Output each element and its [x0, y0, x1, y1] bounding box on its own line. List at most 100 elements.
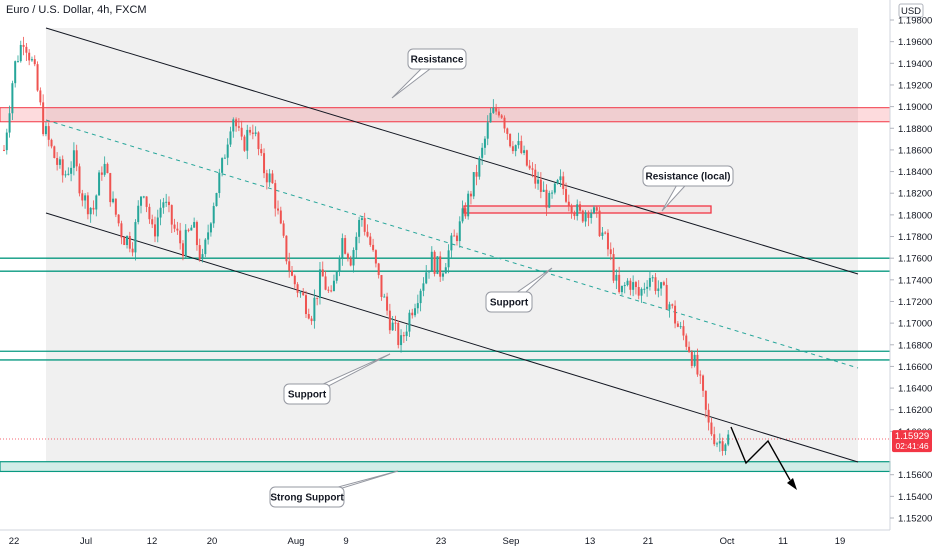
candle-up [313, 297, 316, 322]
candle-down [388, 310, 391, 331]
candle-up [430, 251, 433, 271]
candle-down [579, 204, 582, 211]
candle-up [165, 201, 168, 203]
candle-down [671, 304, 674, 306]
price-tick-label: 1.16800 [898, 340, 932, 351]
candle-down [573, 213, 576, 217]
candle-down [61, 159, 64, 176]
candle-up [8, 113, 11, 133]
candle-up [514, 145, 517, 152]
candle-down [249, 129, 252, 133]
candle-down [497, 111, 500, 116]
candle-up [425, 272, 428, 284]
candle-up [458, 221, 461, 242]
candle-up [419, 290, 422, 304]
price-tick-label: 1.15400 [898, 492, 932, 503]
candle-up [537, 179, 540, 184]
candle-up [405, 331, 408, 337]
candle-down [618, 274, 621, 293]
candle-down [346, 253, 349, 259]
candle-up [648, 278, 651, 287]
candle-down [455, 235, 458, 242]
candle-down [265, 173, 268, 183]
candle-up [492, 107, 495, 113]
candle-down [28, 52, 31, 61]
candle-up [428, 270, 431, 273]
callout-box [485, 291, 533, 313]
candle-down [587, 212, 590, 218]
callout-box [283, 383, 331, 405]
candle-up [103, 163, 106, 175]
candle-up [640, 288, 643, 296]
callout-resistance: Resistance [391, 48, 467, 99]
candle-down [187, 229, 190, 231]
callout-label: Resistance (local) [645, 172, 730, 183]
candle-up [218, 172, 221, 194]
candle-up [632, 282, 635, 290]
candle-down [696, 354, 699, 375]
resistance-zone [0, 107, 891, 123]
candle-down [153, 224, 156, 237]
candle-down [702, 375, 705, 391]
candle-down [195, 222, 198, 246]
price-tick-label: 1.16400 [898, 384, 932, 395]
candle-up [229, 131, 232, 145]
price-tick-label: 1.18000 [898, 210, 932, 221]
candle-up [84, 195, 87, 201]
candle-down [453, 235, 456, 237]
candle-down [53, 146, 56, 158]
candle-up [162, 202, 165, 208]
candle-down [629, 280, 632, 290]
candle-down [179, 230, 182, 244]
candle-up [716, 443, 719, 445]
candle-down [581, 210, 584, 222]
callout-box [407, 48, 467, 70]
candle-up [556, 180, 559, 184]
candle-down [170, 205, 173, 225]
price-tick-label: 1.19600 [898, 37, 932, 48]
price-tick-label: 1.19400 [898, 59, 932, 70]
candle-up [341, 238, 344, 258]
candle-down [713, 434, 716, 445]
candle-up [299, 292, 302, 294]
candle-down [665, 284, 668, 310]
candle-up [718, 441, 721, 444]
candle-down [22, 44, 25, 47]
callout-label: Support [490, 298, 529, 309]
candle-down [240, 127, 243, 137]
candle-up [58, 159, 61, 165]
candle-up [623, 285, 626, 287]
candle-up [318, 269, 321, 299]
candle-down [595, 207, 598, 211]
candle-down [36, 64, 39, 91]
time-tick-label: 11 [778, 536, 788, 547]
candle-down [120, 223, 123, 238]
candle-up [668, 304, 671, 310]
candle-down [662, 282, 665, 285]
candle-up [184, 229, 187, 257]
candle-up [332, 280, 335, 292]
candle-down [251, 132, 254, 134]
candle-up [391, 322, 394, 331]
candle-down [263, 153, 266, 174]
price-tick-label: 1.19000 [898, 102, 932, 113]
candle-down [128, 236, 131, 249]
candle-down [721, 441, 724, 451]
candle-down [145, 196, 148, 207]
candle-down [377, 263, 380, 276]
candle-up [416, 303, 419, 309]
candle-down [704, 390, 707, 410]
callout-label: Support [288, 390, 327, 401]
candle-down [539, 179, 542, 192]
candle-up [14, 61, 17, 84]
candle-up [159, 207, 162, 218]
candle-up [254, 132, 257, 134]
candle-up [204, 239, 207, 255]
time-tick-label: Aug [288, 536, 305, 547]
candle-up [444, 267, 447, 274]
time-tick-label: 13 [585, 536, 596, 547]
candle-down [469, 193, 472, 197]
candle-up [651, 277, 654, 279]
candle-up [67, 173, 70, 175]
